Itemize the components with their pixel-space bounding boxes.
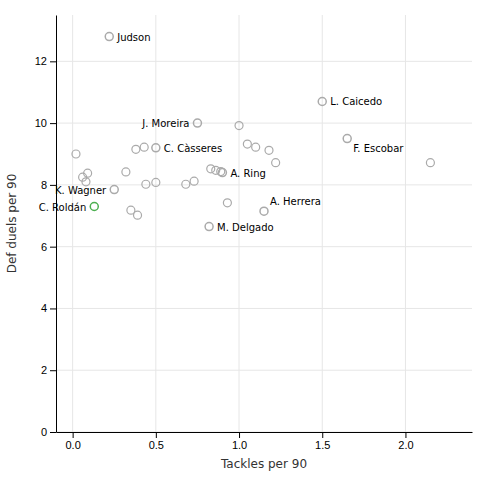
tick: 6	[41, 241, 56, 253]
tick: 8	[41, 179, 56, 191]
point	[272, 159, 280, 167]
grid-line	[56, 184, 472, 185]
tick-mark	[239, 432, 240, 438]
point-label: K. Wagner	[55, 185, 107, 196]
tick-label: 2	[41, 364, 47, 376]
axis-line	[56, 16, 57, 433]
tick-label: 12	[35, 55, 47, 67]
tick-label: 0	[41, 426, 47, 438]
point	[318, 97, 326, 105]
tick: 0	[41, 426, 56, 438]
tick: 12	[35, 55, 56, 67]
point-label: M. Delgado	[217, 222, 274, 233]
tick-label: 1.5	[315, 439, 330, 451]
tick-label: 0.5	[149, 439, 164, 451]
point	[84, 169, 92, 177]
grid	[56, 15, 472, 432]
point	[223, 199, 231, 207]
tick: 10	[35, 117, 56, 129]
grid-line	[56, 370, 472, 371]
point	[343, 135, 351, 143]
x-axis: 0.0 0.5 1.0 1.5 2.0	[57, 432, 473, 451]
point	[252, 143, 260, 151]
tick-mark	[73, 432, 74, 438]
point	[72, 150, 80, 158]
point	[134, 211, 142, 219]
chart: 0.0 0.5 1.0 1.5 2.0 0 2 4 6 8 10 12 Tackles per 90 De…	[0, 0, 490, 480]
tick-mark	[50, 308, 56, 309]
point-label: Judson	[116, 32, 150, 43]
point	[235, 122, 243, 130]
point-label: L. Caicedo	[330, 96, 382, 107]
tick-label: 2.0	[398, 439, 413, 451]
point	[190, 177, 198, 185]
grid-line	[56, 432, 472, 433]
grid-line	[72, 15, 73, 432]
axis-line	[57, 432, 473, 433]
tick-mark	[156, 432, 157, 438]
grid-line	[56, 308, 472, 309]
point	[193, 119, 201, 127]
point	[132, 145, 140, 153]
tick: 4	[41, 302, 56, 314]
point	[90, 203, 98, 211]
grid-line	[56, 123, 472, 124]
point	[243, 140, 251, 148]
tick: 1.5	[315, 432, 330, 451]
tick: 2	[41, 364, 56, 376]
point	[218, 169, 226, 177]
tick-mark	[50, 61, 56, 62]
tick: 0.0	[65, 432, 80, 451]
point	[122, 168, 130, 176]
grid-line	[322, 15, 323, 432]
tick-mark	[50, 432, 56, 433]
tick-mark	[50, 247, 56, 248]
tick-label: 1.0	[232, 439, 247, 451]
tick: 0.5	[149, 432, 164, 451]
tick-mark	[322, 432, 323, 438]
point-label: A. Herrera	[270, 196, 321, 207]
point-label: C. Càsseres	[164, 143, 222, 154]
tick: 2.0	[398, 432, 413, 451]
point	[140, 143, 148, 151]
y-axis-title: Def duels per 90	[5, 174, 19, 274]
tick-label: 6	[41, 241, 47, 253]
tick-label: 4	[41, 302, 47, 314]
point	[152, 144, 160, 152]
tick: 1.0	[232, 432, 247, 451]
x-axis-title: Tackles per 90	[220, 457, 307, 471]
point	[265, 146, 273, 154]
point-label: A. Ring	[230, 168, 265, 179]
grid-line	[155, 15, 156, 432]
grid-line	[56, 61, 472, 62]
grid-line	[405, 15, 406, 432]
y-axis: 0 2 4 6 8 10 12	[35, 16, 57, 439]
tick-label: 8	[41, 179, 47, 191]
tick-mark	[405, 432, 406, 438]
points	[72, 33, 434, 231]
point	[110, 186, 118, 194]
point	[260, 207, 268, 215]
point-label: F. Escobar	[353, 143, 404, 154]
tick-mark	[50, 370, 56, 371]
point	[207, 165, 215, 173]
point	[142, 180, 150, 188]
point	[205, 223, 213, 231]
grid-line	[56, 246, 472, 247]
point	[182, 180, 190, 188]
point-labels: Judson J. Moreira C. Càsseres L. Caicedo F. …	[39, 32, 405, 233]
point	[152, 178, 160, 186]
tick-label: 0.0	[65, 439, 80, 451]
point	[426, 159, 434, 167]
tick-label: 10	[35, 117, 47, 129]
point-label: J. Moreira	[141, 118, 189, 129]
point-label: C. Roldán	[39, 202, 87, 213]
point	[105, 33, 113, 41]
tick-mark	[50, 123, 56, 124]
